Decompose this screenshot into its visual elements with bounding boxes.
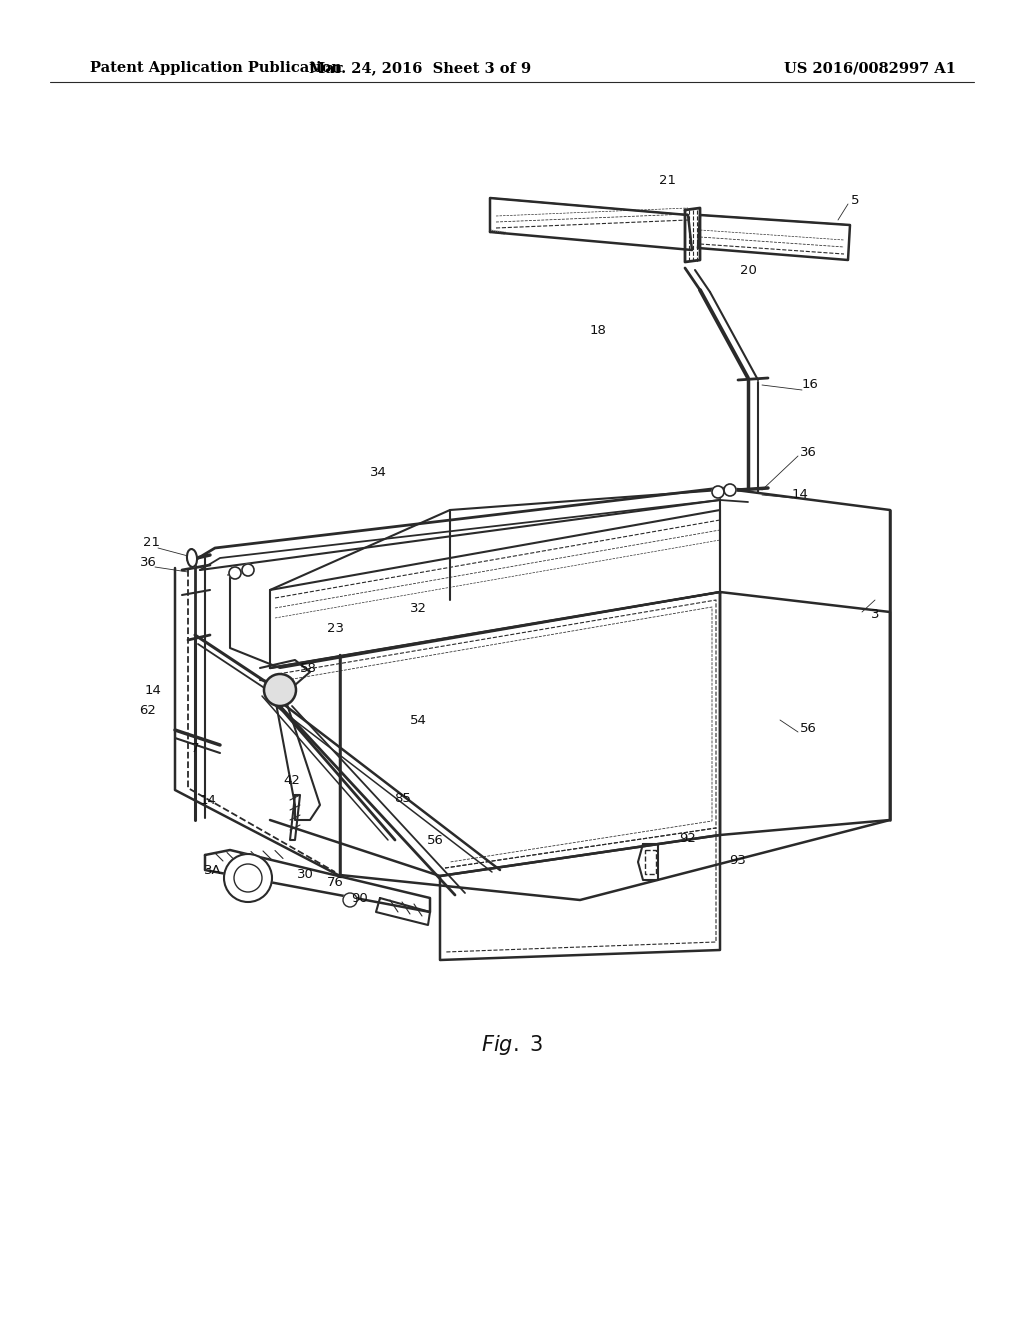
Text: 85: 85 [394,792,412,804]
Text: 7: 7 [190,742,200,755]
Text: 93: 93 [729,854,746,866]
Text: 18: 18 [590,323,606,337]
Text: 14: 14 [792,488,808,502]
Text: 14: 14 [144,684,162,697]
Text: 21: 21 [659,173,677,186]
Text: 34: 34 [370,466,386,479]
Text: 36: 36 [800,446,816,458]
Circle shape [242,564,254,576]
Text: 62: 62 [139,704,157,717]
Text: 58: 58 [300,661,316,675]
Text: 32: 32 [410,602,427,615]
Circle shape [712,486,724,498]
Text: 20: 20 [739,264,757,276]
Text: 90: 90 [351,891,369,904]
Text: 56: 56 [427,833,443,846]
Circle shape [229,568,241,579]
Circle shape [264,675,296,706]
Text: 21: 21 [143,536,161,549]
Text: $\mathit{Fig.}$ $\mathit{3}$: $\mathit{Fig.}$ $\mathit{3}$ [481,1034,543,1057]
Text: 16: 16 [802,379,818,392]
Text: 42: 42 [284,774,300,787]
Text: 5: 5 [851,194,859,206]
Circle shape [724,484,736,496]
Text: 36: 36 [139,557,157,569]
Text: US 2016/0082997 A1: US 2016/0082997 A1 [784,61,956,75]
Text: 54: 54 [410,714,426,726]
Text: 3A: 3A [204,863,222,876]
Circle shape [234,865,262,892]
Text: 14: 14 [200,793,216,807]
Text: 76: 76 [327,875,343,888]
Text: 30: 30 [297,869,313,882]
Ellipse shape [187,549,197,568]
Text: Mar. 24, 2016  Sheet 3 of 9: Mar. 24, 2016 Sheet 3 of 9 [309,61,531,75]
Text: 56: 56 [800,722,816,734]
Text: 23: 23 [327,622,343,635]
Text: 92: 92 [680,832,696,845]
Circle shape [343,894,357,907]
Text: Patent Application Publication: Patent Application Publication [90,61,342,75]
Circle shape [224,854,272,902]
Text: 3: 3 [870,609,880,622]
